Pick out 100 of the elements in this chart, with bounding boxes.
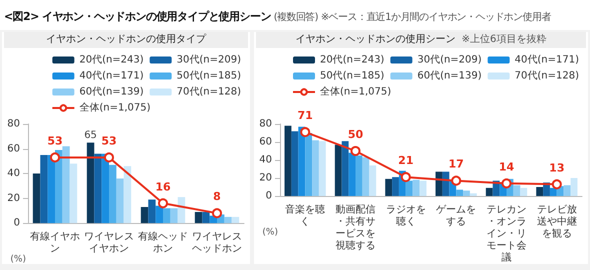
bar	[312, 140, 319, 196]
y-tick-label: 0	[14, 218, 20, 229]
text: ※ベース：直近1か月間のイヤホン・ヘッドホン使用者	[320, 12, 551, 23]
legend-label: 70代(n=128)	[176, 86, 242, 98]
x-tick-label: 音楽を聴く	[285, 204, 326, 228]
y-tick-label: 60	[259, 136, 272, 148]
legend-label: 50代(n=185)	[176, 70, 242, 82]
data-label: 50	[348, 128, 364, 141]
bar	[564, 185, 571, 196]
bar	[436, 172, 442, 196]
legend-label: 70代(n=128)	[514, 70, 580, 82]
data-label: 53	[101, 134, 117, 148]
chart-title: イヤホン・ヘッドホンの使用タイプ	[46, 34, 206, 45]
bar	[420, 180, 426, 196]
bar	[513, 185, 520, 196]
bar	[232, 216, 240, 224]
bar	[116, 178, 124, 224]
legend-label: 20代(n=243)	[320, 54, 384, 66]
x-tick-label: ゲームをする	[436, 204, 476, 228]
y-tick-label: 80	[7, 118, 20, 130]
y-axis-title: (%)	[262, 227, 278, 238]
y-tick-label: 40	[7, 168, 20, 180]
legend-label: 50代(n=185)	[320, 70, 384, 82]
chart-subtitle: ※上位6項目を抜粋	[462, 34, 546, 45]
bar	[406, 180, 413, 196]
bar	[140, 206, 148, 224]
bar	[156, 206, 163, 224]
y-tick-label: 20	[7, 192, 20, 204]
bar	[291, 131, 298, 196]
bar	[124, 166, 132, 224]
bar	[362, 157, 370, 196]
y-tick-label: 60	[7, 143, 20, 154]
bar	[32, 174, 40, 224]
bar	[570, 178, 578, 196]
data-label: 21	[398, 154, 414, 168]
bar	[62, 146, 70, 224]
y-tick-label: 40	[259, 154, 272, 166]
data-label: 17	[448, 158, 464, 171]
bar	[109, 164, 116, 224]
point	[212, 208, 222, 218]
bar	[194, 212, 202, 224]
x-tick-label: ラジオを聴く	[386, 204, 426, 228]
x-tick-label: 有線ヘッドホン	[138, 230, 188, 255]
x-tick-label: ワイヤレスヘッドホン	[192, 232, 242, 255]
bar	[392, 177, 399, 196]
bar	[348, 152, 356, 196]
bar	[94, 154, 102, 224]
bar	[40, 154, 48, 224]
chart-title: イヤホン・ヘッドホンの使用シーン	[296, 34, 456, 45]
legend-label: 40代(n=171)	[79, 70, 144, 82]
bar	[356, 156, 362, 196]
bar	[48, 154, 55, 224]
y-tick-label: 0	[266, 190, 272, 202]
point	[104, 152, 114, 162]
legend-label: 40代(n=171)	[514, 54, 580, 66]
bar	[486, 188, 493, 196]
bar	[369, 165, 376, 196]
point	[158, 198, 168, 208]
bar	[163, 208, 170, 224]
y-tick-label: 80	[259, 118, 272, 130]
bar	[385, 178, 392, 196]
data-label: 16	[155, 180, 171, 194]
point	[451, 176, 462, 186]
bar	[470, 193, 477, 196]
bar	[334, 144, 342, 196]
bar	[170, 208, 178, 224]
legend-label: 60代(n=139)	[417, 70, 482, 82]
bar	[102, 154, 109, 224]
x-tick-label: 動画配信・共有サービスを視聴する	[336, 204, 376, 252]
x-tick-label: テレビ放送や中継を観る	[536, 204, 577, 240]
bar	[520, 188, 528, 196]
data-label: 8	[213, 190, 221, 204]
legend-label: 60代(n=139)	[79, 86, 144, 98]
bar	[456, 190, 464, 196]
bar	[463, 190, 470, 196]
bar	[148, 200, 156, 224]
legend-label: 30代(n=209)	[176, 54, 242, 66]
data-label: 65	[84, 130, 97, 142]
bar	[412, 180, 420, 196]
x-tick-label: ワイヤレスイヤホン	[84, 232, 134, 255]
data-label: 71	[298, 109, 313, 122]
x-tick-label: テレカン・オンライン・リモート会議	[486, 204, 526, 264]
bar	[55, 150, 62, 224]
y-tick-label: 20	[259, 172, 272, 184]
bar	[536, 187, 544, 196]
bar	[202, 212, 210, 224]
point	[350, 146, 360, 156]
x-tick-label: 有線イヤホン	[30, 230, 80, 255]
data-label: 13	[549, 161, 564, 174]
legend-label: 30代(n=209)	[417, 54, 482, 66]
text: <図2> イヤホン・ヘッドホンの使用タイプと使用シーン	[4, 10, 271, 23]
bar	[342, 141, 349, 196]
bar	[442, 172, 450, 196]
point	[502, 178, 512, 188]
point	[552, 179, 562, 190]
bar	[550, 188, 557, 196]
data-label: 53	[47, 134, 63, 148]
bar	[86, 142, 94, 224]
y-axis-title: (%)	[10, 254, 26, 264]
point	[400, 172, 411, 182]
